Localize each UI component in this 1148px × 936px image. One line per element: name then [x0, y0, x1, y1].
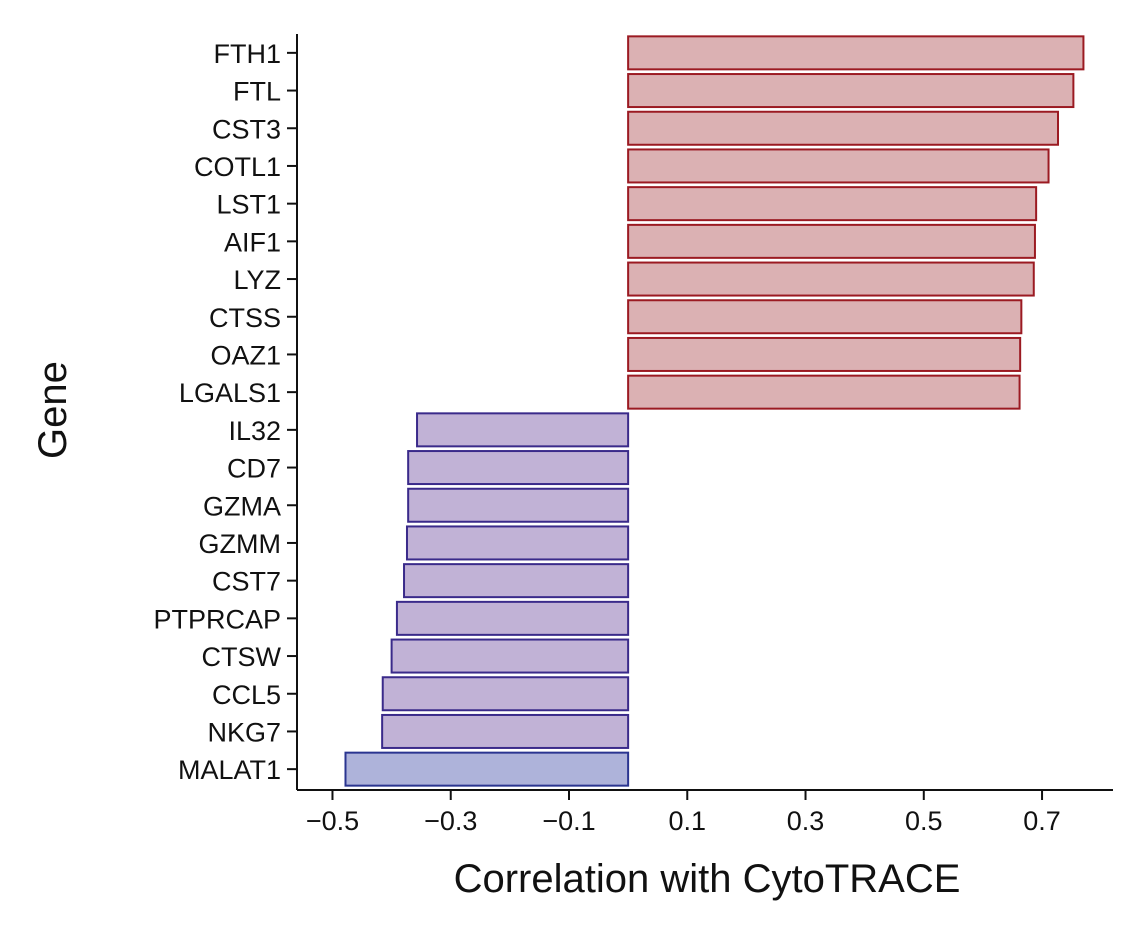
y-tick-label: CST3 [212, 114, 281, 144]
y-tick-label: PTPRCAP [153, 604, 281, 634]
bar-ptprcap [395, 600, 630, 636]
bar-aif1 [627, 223, 1036, 259]
y-tick-label: FTL [233, 77, 281, 107]
bar-cotl1 [627, 148, 1050, 184]
bar-ftl [627, 73, 1075, 109]
y-tick-label: GZMM [199, 529, 281, 559]
y-tick-label: GZMA [203, 491, 281, 521]
y-tick-label: MALAT1 [178, 755, 281, 785]
y-tick-label: LYZ [233, 265, 281, 295]
bar-cd7 [407, 450, 630, 486]
x-tick-label: 0.1 [668, 806, 706, 836]
bar-ctsw [390, 638, 630, 674]
bar-ccl5 [381, 676, 630, 712]
y-tick-label: NKG7 [207, 717, 281, 747]
y-axis-title: Gene [31, 361, 75, 459]
bar-lst1 [627, 186, 1038, 222]
bar-oaz1 [627, 336, 1022, 372]
bar-fth1 [627, 35, 1085, 71]
y-tick-label: LGALS1 [179, 378, 281, 408]
bar-cst3 [627, 110, 1060, 146]
x-tick-label: −0.3 [424, 806, 477, 836]
y-tick-label: CCL5 [212, 680, 281, 710]
y-tick-label: CST7 [212, 567, 281, 597]
y-tick-label: CD7 [227, 454, 281, 484]
bar-lyz [627, 261, 1035, 297]
x-tick-label: 0.5 [905, 806, 943, 836]
y-tick-label: CTSW [202, 642, 282, 672]
y-tick-label: OAZ1 [210, 340, 281, 370]
x-tick-label: −0.1 [542, 806, 595, 836]
bars-group [344, 35, 1085, 787]
x-tick-label: 0.7 [1023, 806, 1061, 836]
y-tick-label: AIF1 [224, 227, 281, 257]
y-tick-label: LST1 [216, 190, 281, 220]
bar-ctss [627, 299, 1023, 335]
x-axis-title: Correlation with CytoTRACE [454, 857, 961, 901]
bar-gzmm [405, 525, 630, 561]
bar-cst7 [403, 563, 630, 599]
bar-il32 [416, 412, 630, 448]
y-tick-label: CTSS [209, 303, 281, 333]
y-tick-label: IL32 [228, 416, 281, 446]
x-tick-label: 0.3 [787, 806, 825, 836]
bar-gzma [407, 487, 630, 523]
x-tick-label: −0.5 [306, 806, 359, 836]
axes-group: FTH1 FTL CST3 COTL1 LST1 AIF1 LYZ CTSS OAZ1 LGALS… [153, 34, 1113, 836]
bar-nkg7 [381, 713, 630, 749]
bar-lgals1 [627, 374, 1021, 410]
y-tick-label: COTL1 [194, 152, 281, 182]
y-tick-label: FTH1 [214, 39, 282, 69]
bar-malat1 [344, 751, 630, 787]
